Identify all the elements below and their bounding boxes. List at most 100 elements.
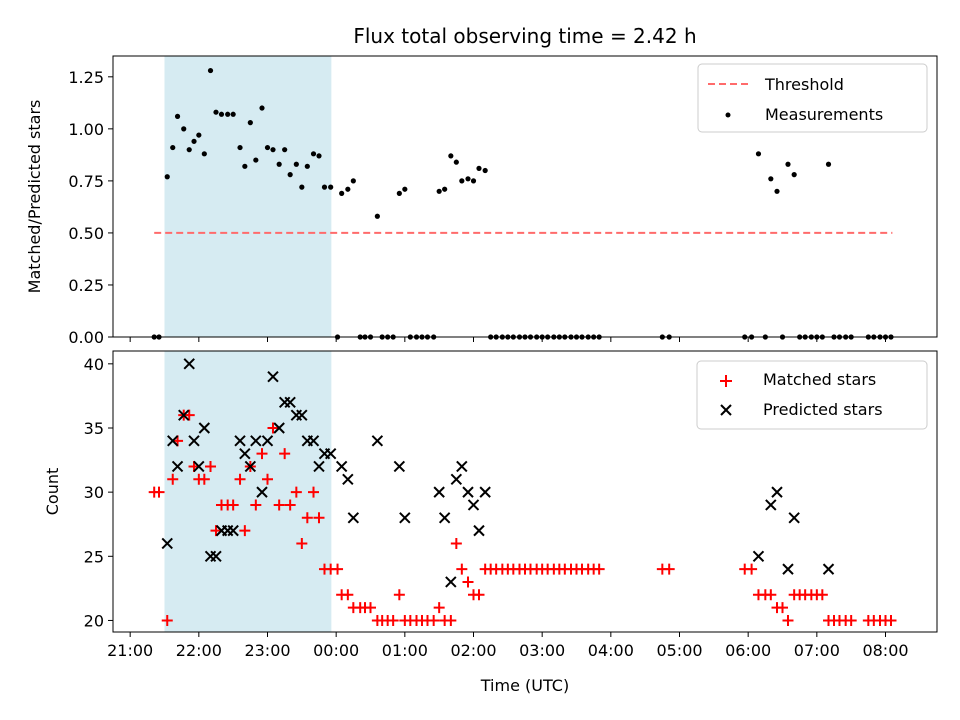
measurement-point [164, 174, 170, 180]
predicted-point [771, 486, 783, 498]
x-tick-label: 22:00 [176, 641, 222, 660]
measurement-point [768, 176, 774, 182]
measurement-point [287, 172, 293, 178]
measurement-point [310, 151, 317, 157]
y-tick-label: 1.25 [68, 68, 104, 87]
matched-point [296, 537, 308, 549]
matched-point [663, 563, 675, 575]
predicted-point [467, 499, 480, 511]
matched-point [365, 602, 376, 614]
matched-legend-label: Matched stars [763, 370, 876, 389]
measurement-point [191, 138, 197, 144]
matched-point [445, 614, 457, 626]
predicted-legend-label: Predicted stars [763, 400, 883, 419]
measurement-point [476, 165, 482, 171]
measurement-point [207, 67, 214, 74]
bottom-y-axis-label: Count [43, 468, 62, 516]
predicted-point [371, 435, 384, 447]
top-plot-frame [112, 55, 938, 338]
predicted-point [462, 486, 474, 498]
x-tick-label: 03:00 [519, 641, 565, 660]
measurement-point [453, 159, 459, 165]
measurement-point [755, 151, 762, 157]
predicted-point [342, 473, 354, 486]
predicted-point [188, 435, 200, 447]
measurement-point [436, 188, 442, 194]
y-tick-label: 25 [84, 547, 104, 566]
predicted-point [393, 460, 406, 473]
predicted-point [296, 409, 308, 421]
predicted-point [171, 460, 184, 473]
measurement-point [459, 178, 465, 184]
predicted-point [307, 435, 320, 447]
measurement-point [299, 184, 305, 190]
top-panel: 0.00 0.25 0.50 0.75 1.00 1.25 Matched/Predict… [25, 55, 938, 347]
measurement-point [270, 147, 276, 153]
predicted-point [267, 370, 279, 383]
x-tick-label: 07:00 [794, 641, 840, 660]
matched-point [332, 563, 344, 575]
measurement-point [264, 144, 271, 151]
y-tick-label: 35 [84, 419, 104, 438]
measurement-point [253, 157, 259, 163]
measurement-point [448, 153, 454, 159]
predicted-point [473, 524, 485, 537]
x-tick-label: 23:00 [244, 641, 290, 660]
x-tick-label: 08:00 [862, 641, 908, 660]
x-tick-label: 02:00 [450, 641, 496, 660]
x-tick-label: 21:00 [107, 641, 153, 660]
observing-window-shade-top [164, 56, 332, 337]
predicted-point [788, 512, 800, 524]
bottom-legend-box [696, 360, 928, 430]
predicted-point [479, 486, 491, 498]
predicted-point [161, 537, 173, 550]
matched-point [387, 614, 399, 626]
measurement-point [785, 161, 791, 167]
predicted-point [167, 435, 179, 447]
top-y-axis: 0.00 0.25 0.50 0.75 1.00 1.25 [68, 68, 113, 347]
matched-point [210, 525, 222, 537]
matched-point [393, 589, 405, 601]
matched-point [777, 602, 788, 614]
matched-point [308, 486, 320, 498]
measurement-point [213, 109, 219, 115]
matched-point [161, 614, 173, 626]
predicted-point [765, 499, 777, 511]
matched-point [342, 589, 354, 601]
predicted-point [782, 563, 794, 575]
y-tick-label: 0.75 [68, 172, 104, 191]
measurement-point [442, 186, 448, 192]
predicted-point [227, 524, 239, 537]
matched-point [250, 499, 262, 511]
y-tick-label: 1.00 [68, 120, 104, 139]
measurement-point [825, 161, 832, 167]
observing-window-shade-bottom [164, 351, 332, 632]
measurement-point [328, 184, 334, 190]
predicted-point [433, 486, 445, 498]
measurement-point [186, 147, 192, 153]
bottom-plot-frame [112, 350, 938, 633]
predicted-point [210, 550, 222, 563]
matched-point [153, 486, 165, 498]
bottom-panel: 20 25 30 35 40 21:00 22:00 23:00 00:00 01:00 02:0… [43, 350, 938, 695]
measurement-point [791, 172, 797, 178]
matched-point [462, 576, 474, 588]
predicted-point [178, 409, 190, 421]
matched-point [290, 486, 302, 498]
predicted-point [324, 447, 337, 460]
measurement-point [242, 163, 248, 169]
matched-point [227, 499, 239, 511]
measurement-point [201, 151, 207, 157]
measurement-point [276, 161, 282, 167]
matched-point [765, 589, 777, 601]
predicted-point [284, 396, 296, 409]
measurement-point [321, 184, 328, 190]
predicted-points [161, 358, 835, 588]
matched-point [205, 460, 217, 472]
measurement-point [259, 105, 265, 111]
matched-point [885, 614, 897, 626]
top-legend: Threshold Measurements [697, 63, 928, 133]
measurement-point [218, 111, 225, 117]
measurement-point [293, 161, 299, 167]
